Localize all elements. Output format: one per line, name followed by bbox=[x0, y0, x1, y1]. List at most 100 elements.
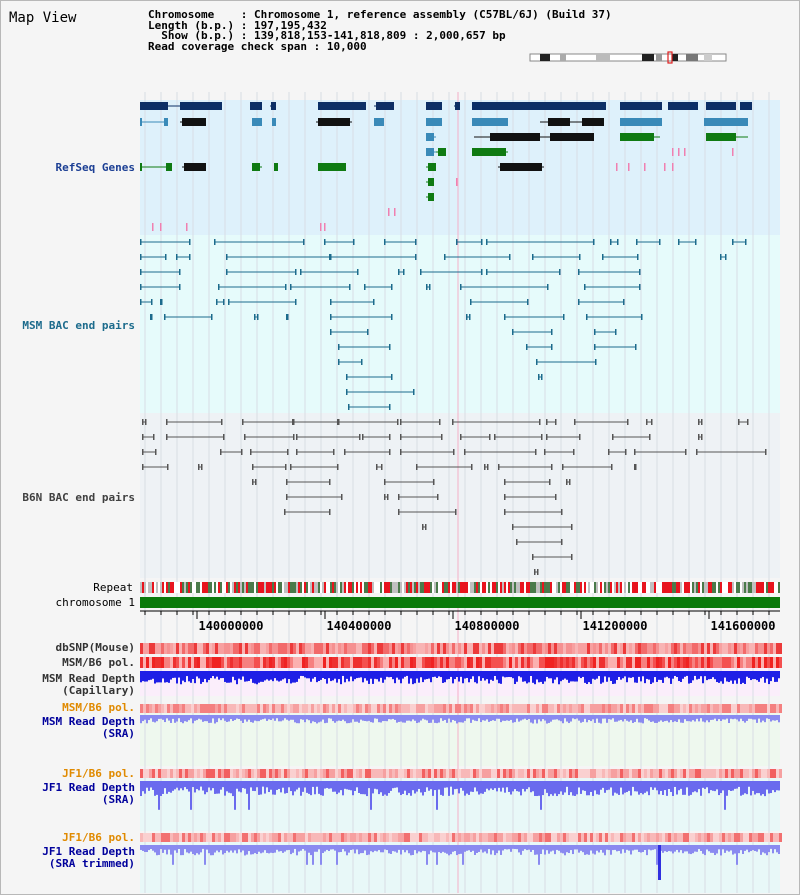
msm-pol2-cell bbox=[518, 704, 521, 713]
repeat-segment bbox=[168, 582, 170, 593]
jf1-depth-sra-bar bbox=[288, 781, 290, 788]
msm-depth-cap-bar bbox=[310, 671, 312, 682]
dbsnp-cell bbox=[596, 643, 599, 654]
msm-depth-cap-bar bbox=[766, 671, 768, 679]
msm-pol2-cell bbox=[431, 704, 434, 713]
msm-pol-cell bbox=[653, 657, 656, 668]
msm-depth-cap-bar bbox=[576, 671, 578, 682]
jf1-depth-sra-bar bbox=[246, 781, 248, 794]
dbsnp-cell bbox=[167, 643, 170, 654]
dbsnp-cell bbox=[713, 643, 716, 654]
gene-exon bbox=[620, 133, 654, 141]
jf1-depth-sra-bar bbox=[642, 781, 644, 795]
repeat-segment bbox=[614, 582, 616, 593]
jf1-pol-cell bbox=[332, 769, 335, 778]
repeat-segment bbox=[296, 582, 298, 593]
msm-pol2-cell bbox=[335, 704, 338, 713]
dbsnp-cell bbox=[560, 643, 563, 654]
msm-pol2-cell bbox=[239, 704, 242, 713]
jf1-depth-trim-bar bbox=[276, 845, 278, 850]
msm-pol2-cell bbox=[530, 704, 533, 713]
jf1-pol2-cell bbox=[581, 833, 584, 842]
msm-depth-sra-bar bbox=[584, 715, 586, 719]
jf1-depth-trim-bar bbox=[188, 845, 190, 854]
jf1-depth-sra-bar bbox=[762, 781, 764, 795]
msm-pol-cell bbox=[311, 657, 314, 668]
bac-end bbox=[617, 239, 619, 245]
jf1-depth-sra-bar bbox=[154, 781, 156, 796]
msm-depth-cap-bar bbox=[236, 671, 238, 685]
repeat-segment bbox=[728, 582, 730, 593]
msm-depth-sra-bar bbox=[334, 715, 336, 723]
jf1-depth-sra-bar bbox=[436, 781, 438, 810]
repeat-segment bbox=[140, 582, 142, 593]
bac-end bbox=[541, 374, 543, 380]
msm-pol-cell bbox=[308, 657, 311, 668]
msm-depth-sra-bar bbox=[514, 715, 516, 723]
repeat-segment bbox=[766, 582, 768, 593]
jf1-depth-trim-bar bbox=[734, 845, 736, 854]
jf1-depth-sra-bar bbox=[640, 781, 642, 793]
msm-pol2-cell bbox=[371, 704, 374, 713]
jf1-depth-sra-bar bbox=[230, 781, 232, 794]
msm-depth-sra-bar bbox=[754, 715, 756, 720]
bac-end bbox=[198, 464, 200, 470]
msm-depth-cap-bar bbox=[396, 671, 398, 678]
msm-pol-cell bbox=[548, 657, 551, 668]
dbsnp-cell bbox=[185, 643, 188, 654]
jf1-depth-sra-bar bbox=[302, 781, 304, 792]
msm-depth-sra-bar bbox=[160, 715, 162, 719]
bac-end bbox=[341, 494, 343, 500]
msm-depth-sra-bar bbox=[352, 715, 354, 720]
bac-end bbox=[471, 464, 473, 470]
bac-end bbox=[140, 269, 142, 275]
msm-pol-cell bbox=[203, 657, 206, 668]
label-refseq: RefSeq Genes bbox=[55, 161, 135, 174]
dbsnp-cell bbox=[317, 643, 320, 654]
msm-pol2-cell bbox=[290, 704, 293, 713]
dbsnp-cell bbox=[263, 643, 266, 654]
msm-depth-sra-bar bbox=[274, 715, 276, 721]
jf1-depth-sra-bar bbox=[252, 781, 254, 791]
msm-depth-sra-bar bbox=[556, 715, 558, 720]
jf1-depth-trim-bar bbox=[642, 845, 644, 853]
jf1-depth-trim-bar bbox=[292, 845, 294, 853]
msm-pol2-cell bbox=[659, 704, 662, 713]
msm-pol-cell bbox=[326, 657, 329, 668]
refseq-marker bbox=[628, 163, 630, 171]
gene-exon bbox=[426, 118, 442, 126]
jf1-depth-trim-bar bbox=[152, 845, 154, 851]
jf1-pol2-cell bbox=[245, 833, 248, 842]
msm-depth-cap-bar bbox=[770, 671, 772, 682]
msm-pol-cell bbox=[467, 657, 470, 668]
msm-depth-cap-bar bbox=[776, 671, 778, 682]
bac-end bbox=[330, 254, 332, 260]
repeat-segment bbox=[768, 582, 770, 593]
jf1-depth-sra-bar bbox=[746, 781, 748, 795]
msm-pol2-cell bbox=[275, 704, 278, 713]
msm-depth-sra-bar bbox=[764, 715, 766, 723]
msm-pol-cell bbox=[629, 657, 632, 668]
msm-pol2-cell bbox=[776, 704, 779, 713]
bac-end bbox=[549, 479, 551, 485]
msm-depth-cap-bar bbox=[142, 671, 144, 682]
jf1-pol-cell bbox=[635, 769, 638, 778]
jf1-depth-trim-bar bbox=[476, 845, 478, 853]
jf1-pol2-cell bbox=[545, 833, 548, 842]
repeat-segment bbox=[404, 582, 406, 593]
msm-depth-cap-bar bbox=[764, 671, 766, 683]
bac-end bbox=[422, 524, 424, 530]
refseq-marker bbox=[160, 223, 162, 231]
repeat-segment bbox=[394, 582, 396, 593]
jf1-depth-trim-bar bbox=[502, 845, 504, 851]
bac-end bbox=[470, 299, 472, 305]
jf1-depth-trim-bar bbox=[200, 845, 202, 853]
jf1-depth-trim-bar bbox=[216, 845, 218, 851]
jf1-pol-cell bbox=[371, 769, 374, 778]
msm-pol-cell bbox=[434, 657, 437, 668]
msm-depth-sra-bar bbox=[196, 715, 198, 721]
bac-end bbox=[561, 509, 563, 515]
jf1-pol2-cell bbox=[164, 833, 167, 842]
jf1-pol-cell bbox=[197, 769, 200, 778]
